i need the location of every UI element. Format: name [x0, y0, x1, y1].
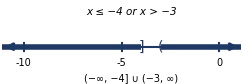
Text: (: ( [158, 40, 164, 54]
Text: x ≤ −4 or x > −3: x ≤ −4 or x > −3 [86, 7, 177, 17]
Text: -10: -10 [16, 58, 31, 68]
Text: -5: -5 [117, 58, 126, 68]
Text: 0: 0 [217, 58, 223, 68]
Text: (−∞, −4] ∪ (−3, ∞): (−∞, −4] ∪ (−3, ∞) [84, 73, 178, 83]
Text: ]: ] [138, 40, 144, 54]
